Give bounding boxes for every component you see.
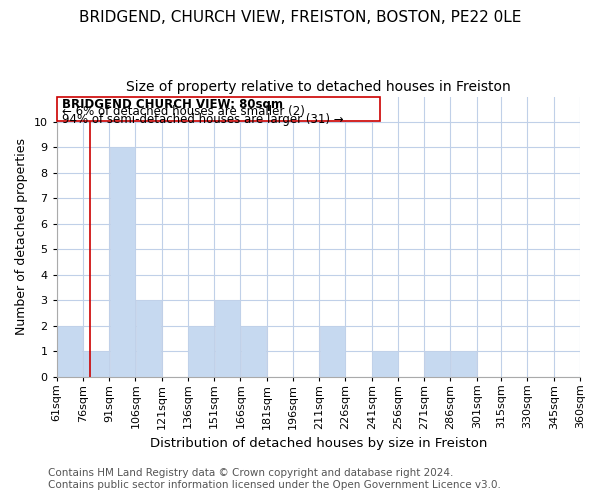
Bar — [110, 148, 135, 376]
Text: BRIDGEND CHURCH VIEW: 80sqm: BRIDGEND CHURCH VIEW: 80sqm — [62, 98, 283, 111]
Bar — [56, 96, 380, 121]
Text: BRIDGEND, CHURCH VIEW, FREISTON, BOSTON, PE22 0LE: BRIDGEND, CHURCH VIEW, FREISTON, BOSTON,… — [79, 10, 521, 25]
Bar — [451, 352, 476, 376]
Text: 94% of semi-detached houses are larger (31) →: 94% of semi-detached houses are larger (… — [62, 112, 343, 126]
Text: ← 6% of detached houses are smaller (2): ← 6% of detached houses are smaller (2) — [62, 106, 305, 118]
Text: Contains HM Land Registry data © Crown copyright and database right 2024.: Contains HM Land Registry data © Crown c… — [48, 468, 454, 477]
Bar — [188, 326, 214, 376]
Bar — [83, 352, 109, 376]
X-axis label: Distribution of detached houses by size in Freiston: Distribution of detached houses by size … — [149, 437, 487, 450]
Bar — [320, 326, 345, 376]
Bar — [136, 300, 161, 376]
Bar — [57, 326, 82, 376]
Text: Contains public sector information licensed under the Open Government Licence v3: Contains public sector information licen… — [48, 480, 501, 490]
Bar — [241, 326, 266, 376]
Bar — [425, 352, 450, 376]
Title: Size of property relative to detached houses in Freiston: Size of property relative to detached ho… — [126, 80, 511, 94]
Bar — [372, 352, 398, 376]
Bar — [215, 300, 240, 376]
Y-axis label: Number of detached properties: Number of detached properties — [15, 138, 28, 335]
